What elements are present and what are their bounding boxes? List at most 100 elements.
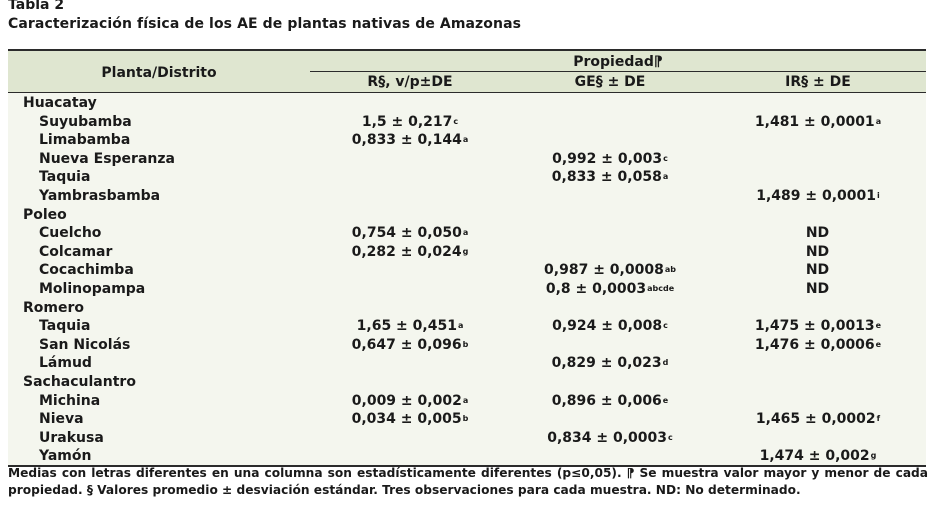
table-group-row: Huacatay bbox=[8, 95, 926, 113]
ge-value-cell: 0,8 ± 0,0003abcde bbox=[510, 281, 710, 297]
r-value-cell: 0,647 ± 0,096b bbox=[310, 337, 510, 353]
table-row: Cocachimba 0,987 ± 0,0008ab ND bbox=[8, 262, 926, 280]
r-value-cell bbox=[310, 300, 510, 316]
ge-value: 0,829 ± 0,023 bbox=[551, 355, 662, 372]
ge-value-cell bbox=[510, 132, 710, 148]
ir-value-cell bbox=[710, 132, 926, 148]
r-value-letter: b bbox=[462, 339, 469, 349]
table-row: Yamón 1,474 ± 0,002g bbox=[8, 448, 926, 466]
ge-value-cell bbox=[510, 225, 710, 241]
r-value-cell bbox=[310, 188, 510, 204]
district-name: Urakusa bbox=[39, 429, 104, 446]
r-value-cell bbox=[310, 281, 510, 297]
district-name: Yamón bbox=[39, 448, 92, 465]
table-row: Limabamba 0,833 ± 0,144a bbox=[8, 132, 926, 150]
r-value: 0,647 ± 0,096 bbox=[351, 336, 462, 353]
ir-value-cell bbox=[710, 355, 926, 371]
header-col-ir: IR§ ± DE bbox=[785, 74, 851, 90]
header-property: Propiedad⁋ bbox=[573, 54, 663, 70]
ir-value-cell: 1,489 ± 0,0001i bbox=[710, 188, 926, 204]
table-row: Nieva 0,034 ± 0,005b 1,465 ± 0,0002f bbox=[8, 411, 926, 429]
r-value-cell: 0,009 ± 0,002a bbox=[310, 393, 510, 409]
table-row: Lámud 0,829 ± 0,023d bbox=[8, 355, 926, 373]
ge-value-letter: c bbox=[663, 321, 668, 331]
ir-value: 1,474 ± 0,002 bbox=[759, 448, 870, 465]
ir-value: ND bbox=[805, 225, 830, 242]
header-plant-district: Planta/Distrito bbox=[101, 65, 217, 81]
r-value-cell bbox=[310, 207, 510, 223]
r-value: 1,5 ± 0,217 bbox=[361, 113, 453, 130]
ge-value: 0,924 ± 0,008 bbox=[552, 318, 663, 335]
table-row: Colcamar 0,282 ± 0,024g ND bbox=[8, 244, 926, 262]
ge-value-cell: 0,896 ± 0,006e bbox=[510, 393, 710, 409]
ge-value-letter: abcde bbox=[647, 284, 675, 293]
ge-value: 0,8 ± 0,0003 bbox=[545, 281, 647, 297]
ir-value: 1,476 ± 0,0006 bbox=[754, 336, 875, 353]
ir-value-cell bbox=[710, 374, 926, 390]
ir-value-cell: 1,476 ± 0,0006e bbox=[710, 337, 926, 353]
r-value-cell bbox=[310, 95, 510, 111]
ir-value: ND bbox=[805, 243, 830, 260]
ge-value-cell bbox=[510, 337, 710, 353]
ir-value-letter: f bbox=[876, 414, 881, 424]
ge-value-cell bbox=[510, 411, 710, 427]
header-col-ge: GE§ ± DE bbox=[574, 74, 646, 90]
district-name: Colcamar bbox=[39, 243, 113, 260]
table-row: Cuelcho 0,754 ± 0,050a ND bbox=[8, 225, 926, 243]
plant-name: Huacatay bbox=[23, 95, 97, 111]
table-row: Nueva Esperanza 0,992 ± 0,003c bbox=[8, 151, 926, 169]
ge-value-cell bbox=[510, 448, 710, 464]
ir-value: 1,481 ± 0,0001 bbox=[754, 113, 875, 130]
ge-value-cell bbox=[510, 95, 710, 111]
table-header bbox=[8, 51, 926, 93]
table-row: Suyubamba 1,5 ± 0,217c 1,481 ± 0,0001a bbox=[8, 114, 926, 132]
ge-value-cell: 0,834 ± 0,0003c bbox=[510, 430, 710, 446]
district-name: Limabamba bbox=[39, 132, 131, 149]
ir-value-letter: i bbox=[877, 191, 880, 200]
table-row: Taquia 1,65 ± 0,451a 0,924 ± 0,008c 1,475 ±… bbox=[8, 318, 926, 336]
ir-value-cell: ND bbox=[710, 244, 926, 260]
ir-value-cell: 1,481 ± 0,0001a bbox=[710, 114, 926, 130]
r-value-letter: c bbox=[453, 116, 459, 126]
table-row: Michina 0,009 ± 0,002a 0,896 ± 0,006e bbox=[8, 393, 926, 411]
r-value: 0,009 ± 0,002 bbox=[351, 392, 462, 409]
ge-value-cell: 0,833 ± 0,058a bbox=[510, 169, 710, 185]
ge-value-letter: c bbox=[663, 153, 668, 163]
district-name: Taquia bbox=[39, 318, 91, 335]
plant-name: Poleo bbox=[23, 206, 67, 223]
ir-value-cell: ND bbox=[710, 281, 926, 297]
header-divider bbox=[310, 71, 926, 72]
ge-value-cell bbox=[510, 244, 710, 260]
table-row: Yambrasbamba 1,489 ± 0,0001i bbox=[8, 188, 926, 206]
r-value-letter: b bbox=[462, 414, 469, 424]
r-value-letter: a bbox=[462, 395, 469, 405]
ge-value-cell bbox=[510, 207, 710, 223]
data-table: Planta/Distrito Propiedad⁋ R§, v/p±DE GE… bbox=[8, 49, 926, 467]
ir-value-cell bbox=[710, 95, 926, 111]
ir-value: 1,475 ± 0,0013 bbox=[754, 318, 875, 335]
table-group-row: Poleo bbox=[8, 207, 926, 225]
r-value-cell bbox=[310, 262, 510, 278]
r-value-letter: a bbox=[462, 228, 469, 238]
r-value-cell: 0,833 ± 0,144a bbox=[310, 132, 510, 148]
ge-value: 0,834 ± 0,0003 bbox=[547, 429, 668, 446]
r-value-cell bbox=[310, 151, 510, 167]
plant-name: Romero bbox=[23, 299, 85, 316]
r-value-letter: g bbox=[462, 246, 469, 256]
ge-value: 0,987 ± 0,0008 bbox=[544, 262, 664, 279]
ge-value-cell bbox=[510, 114, 710, 130]
ir-value-cell bbox=[710, 151, 926, 167]
r-value-letter: a bbox=[457, 321, 464, 331]
ir-value-cell: 1,465 ± 0,0002f bbox=[710, 411, 926, 427]
district-name: Nueva Esperanza bbox=[39, 150, 175, 167]
ge-value: 0,896 ± 0,006 bbox=[551, 392, 662, 409]
ge-value-cell bbox=[510, 300, 710, 316]
table-row: Taquia 0,833 ± 0,058a bbox=[8, 169, 926, 187]
table-row: Urakusa 0,834 ± 0,0003c bbox=[8, 430, 926, 448]
ge-value-cell bbox=[510, 188, 710, 204]
r-value-cell: 0,754 ± 0,050a bbox=[310, 225, 510, 241]
ge-value: 0,833 ± 0,058 bbox=[551, 169, 662, 186]
r-value: 0,282 ± 0,024 bbox=[351, 243, 462, 260]
ir-value-cell: 1,475 ± 0,0013e bbox=[710, 318, 926, 334]
plant-name: Sachaculantro bbox=[23, 374, 136, 390]
